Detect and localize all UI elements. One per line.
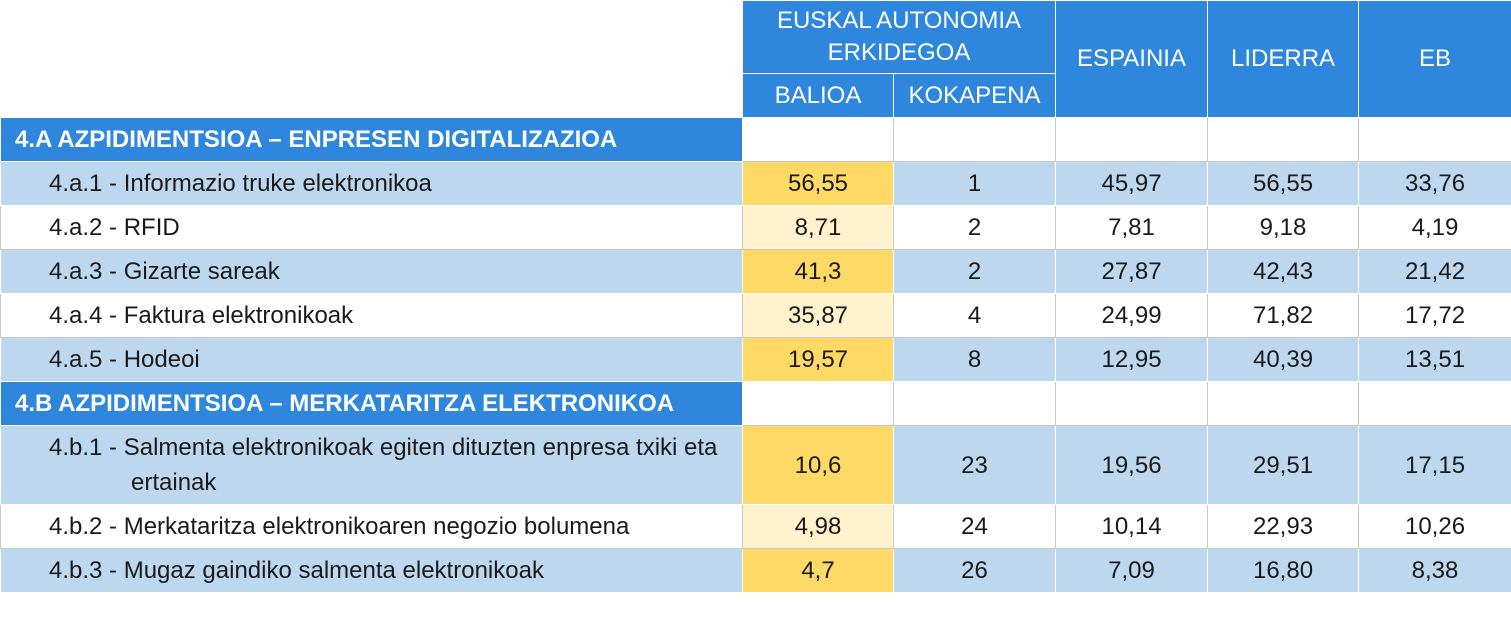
data-cell: 26 xyxy=(892,548,1057,593)
data-row: 4.b.3 - Mugaz gaindiko salmenta elektron… xyxy=(0,548,1511,593)
table-body: 4.A AZPIDIMENTSIOA – ENPRESEN DIGITALIZA… xyxy=(0,117,1511,593)
data-row: 4.a.2 - RFID 8,71 2 7,81 9,18 4,19 xyxy=(0,205,1511,250)
data-cell: 56,55 xyxy=(1207,161,1360,206)
data-cell: 17,72 xyxy=(1358,293,1511,338)
empty-cell xyxy=(892,381,1057,426)
data-cell: 9,18 xyxy=(1207,205,1360,250)
empty-cell xyxy=(1207,117,1360,162)
data-cell: 42,43 xyxy=(1207,249,1360,294)
data-cell: 7,09 xyxy=(1055,548,1209,593)
section-title: 4.B AZPIDIMENTSIOA – MERKATARITZA ELEKTR… xyxy=(0,381,743,426)
data-cell: 27,87 xyxy=(1055,249,1209,294)
value-cell: 35,87 xyxy=(742,293,894,338)
data-cell: 4,19 xyxy=(1358,205,1511,250)
empty-cell xyxy=(742,381,894,426)
value-cell: 10,6 xyxy=(742,425,894,505)
data-cell: 24,99 xyxy=(1055,293,1209,338)
row-label: 4.a.2 - RFID xyxy=(0,205,743,250)
section-title: 4.A AZPIDIMENTSIOA – ENPRESEN DIGITALIZA… xyxy=(0,117,743,162)
header-cell: ESPAINIA xyxy=(1055,0,1209,118)
value-cell: 4,7 xyxy=(742,548,894,593)
header-cell: EUSKAL AUTONOMIA ERKIDEGOA xyxy=(741,0,1057,74)
empty-cell xyxy=(1055,381,1209,426)
data-row: 4.b.1 - Salmenta elektronikoak egiten di… xyxy=(0,425,1511,505)
data-cell: 17,15 xyxy=(1358,425,1511,505)
data-cell: 16,80 xyxy=(1207,548,1360,593)
header-row: BALIOA KOKAPENA xyxy=(1,73,1511,118)
data-cell: 8,38 xyxy=(1358,548,1511,593)
data-cell: 1 xyxy=(892,161,1057,206)
data-cell: 71,82 xyxy=(1207,293,1360,338)
header-cell: KOKAPENA xyxy=(892,73,1057,118)
data-cell: 4 xyxy=(892,293,1057,338)
data-cell: 10,26 xyxy=(1358,504,1511,549)
data-cell: 7,81 xyxy=(1055,205,1209,250)
data-cell: 21,42 xyxy=(1358,249,1511,294)
data-cell: 33,76 xyxy=(1358,161,1511,206)
row-label: 4.b.2 - Merkataritza elektronikoaren neg… xyxy=(0,504,743,549)
header-row: EUSKAL AUTONOMIA ERKIDEGOA ESPAINIA LIDE… xyxy=(0,0,1511,118)
empty-cell xyxy=(742,117,894,162)
value-cell: 4,98 xyxy=(742,504,894,549)
data-row: 4.a.3 - Gizarte sareak 41,3 2 27,87 42,43 21,… xyxy=(0,249,1511,294)
data-cell: 12,95 xyxy=(1055,337,1209,382)
section-row: 4.A AZPIDIMENTSIOA – ENPRESEN DIGITALIZA… xyxy=(0,117,1511,162)
data-cell: 45,97 xyxy=(1055,161,1209,206)
value-cell: 19,57 xyxy=(742,337,894,382)
row-label: 4.b.1 - Salmenta elektronikoak egiten di… xyxy=(0,425,743,505)
data-cell: 2 xyxy=(892,249,1057,294)
data-row: 4.a.4 - Faktura elektronikoak 35,87 4 24,99… xyxy=(0,293,1511,338)
empty-cell xyxy=(1358,117,1511,162)
empty-cell xyxy=(1358,381,1511,426)
data-row: 4.b.2 - Merkataritza elektronikoaren neg… xyxy=(0,504,1511,549)
blank-cell xyxy=(0,0,743,118)
header-cell: EB xyxy=(1358,0,1511,118)
empty-cell xyxy=(1055,117,1209,162)
row-label: 4.b.3 - Mugaz gaindiko salmenta elektron… xyxy=(0,548,743,593)
row-label: 4.a.4 - Faktura elektronikoak xyxy=(0,293,743,338)
empty-cell xyxy=(892,117,1057,162)
data-cell: 22,93 xyxy=(1207,504,1360,549)
section-row: 4.B AZPIDIMENTSIOA – MERKATARITZA ELEKTR… xyxy=(0,381,1511,426)
data-cell: 23 xyxy=(892,425,1057,505)
data-cell: 13,51 xyxy=(1358,337,1511,382)
data-cell: 24 xyxy=(892,504,1057,549)
value-cell: 56,55 xyxy=(742,161,894,206)
data-cell: 40,39 xyxy=(1207,337,1360,382)
row-label: 4.a.1 - Informazio truke elektronikoa xyxy=(0,161,743,206)
data-table: EUSKAL AUTONOMIA ERKIDEGOA ESPAINIA LIDE… xyxy=(0,0,1511,593)
header-cell: LIDERRA xyxy=(1207,0,1360,118)
row-label: 4.a.3 - Gizarte sareak xyxy=(0,249,743,294)
data-row: 4.a.5 - Hodeoi 19,57 8 12,95 40,39 13,51 xyxy=(0,337,1511,382)
data-row: 4.a.1 - Informazio truke elektronikoa 56,… xyxy=(0,161,1511,206)
row-label: 4.a.5 - Hodeoi xyxy=(0,337,743,382)
value-cell: 41,3 xyxy=(742,249,894,294)
empty-cell xyxy=(1207,381,1360,426)
header-cell: BALIOA xyxy=(742,73,894,118)
data-cell: 19,56 xyxy=(1055,425,1209,505)
data-cell: 29,51 xyxy=(1207,425,1360,505)
data-cell: 10,14 xyxy=(1055,504,1209,549)
data-cell: 8 xyxy=(892,337,1057,382)
data-cell: 2 xyxy=(892,205,1057,250)
value-cell: 8,71 xyxy=(742,205,894,250)
